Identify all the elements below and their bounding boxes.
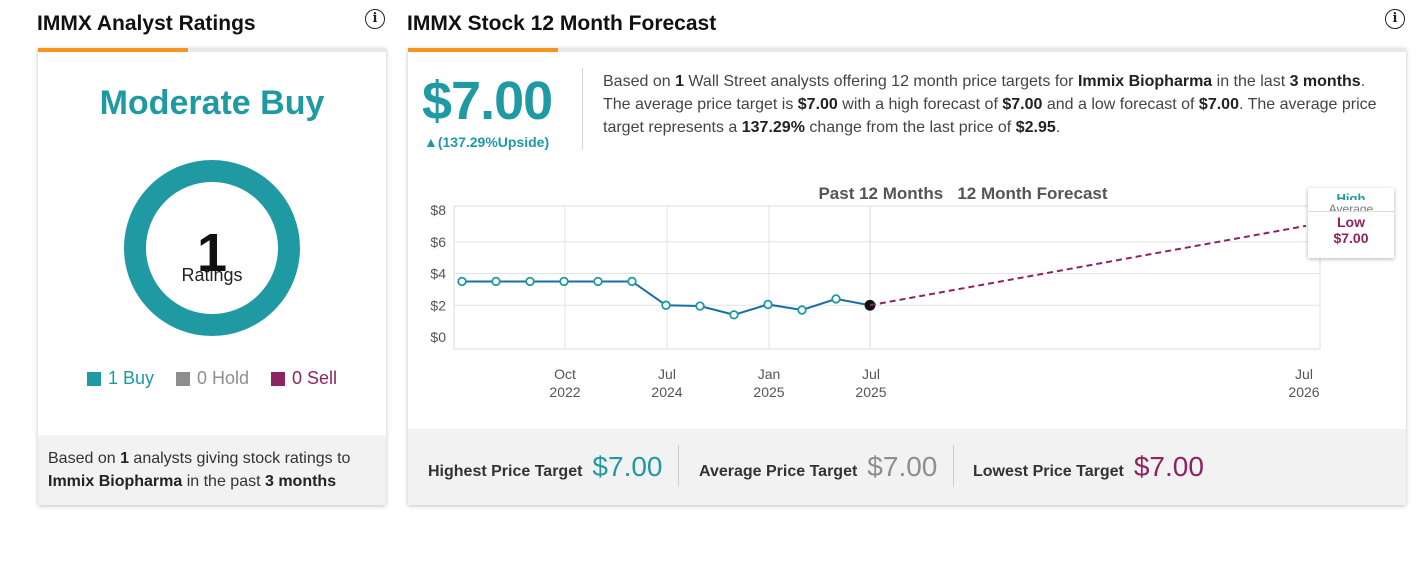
price-forecast-chart: Past 12 Months 12 Month Forecast $8 $6 $4 $… — [430, 184, 1321, 400]
price-point — [763, 299, 773, 310]
highest-target-label: Highest Price Target — [428, 463, 583, 480]
consensus-rating: Moderate Buy — [99, 84, 325, 122]
tooltip-low-value: $7.00 — [1333, 230, 1369, 246]
y-tick-label: $0 — [430, 329, 446, 345]
legend-hold-label: 0 Hold — [196, 368, 250, 388]
footer-text: Based on — [48, 450, 121, 467]
lowest-target-label: Lowest Price Target — [973, 463, 1124, 480]
info-icon[interactable]: i — [365, 9, 385, 29]
x-tick-label: Jul — [658, 366, 676, 382]
price-point — [695, 301, 705, 311]
y-tick-label: $6 — [430, 234, 446, 250]
analyst-ratings-card: Moderate Buy 1 Ratings 1 Buy 0 Hold 0 Se… — [38, 48, 386, 505]
legend-sell-label: 0 Sell — [292, 368, 338, 388]
x-tick-label: 2025 — [753, 384, 784, 400]
x-tick-label: Jan — [758, 366, 781, 382]
x-tick-label: 2026 — [1288, 384, 1319, 400]
ratings-donut: 1 Ratings — [124, 160, 300, 336]
forecast-title: IMMX Stock 12 Month Forecast — [407, 12, 717, 35]
x-tick-label: Jul — [1295, 366, 1313, 382]
footer-period: 3 months — [264, 473, 337, 490]
ratings-footer: Based on 1 analysts giving stock ratings… — [38, 435, 386, 505]
average-price-target: $7.00 — [422, 71, 553, 131]
y-tick-label: $8 — [430, 202, 446, 218]
legend-buy: 1 Buy — [86, 368, 154, 389]
price-point — [627, 276, 637, 287]
lowest-target: Lowest Price Target $7.00 — [973, 451, 1204, 483]
highest-target: Highest Price Target $7.00 — [428, 451, 663, 483]
average-target: Average Price Target $7.00 — [699, 451, 937, 483]
x-tick-label: 2025 — [855, 384, 886, 400]
footer-analyst-count: 1 — [120, 450, 129, 467]
lowest-target-value: $7.00 — [1133, 451, 1204, 482]
price-point — [525, 276, 535, 287]
footer-text: analysts giving stock ratings to — [128, 450, 351, 467]
chart-frame — [453, 205, 1321, 350]
y-tick-label: $2 — [430, 297, 446, 313]
average-target-label: Average Price Target — [699, 463, 858, 480]
chart-title: Past 12 Months 12 Month Forecast — [818, 184, 1107, 203]
price-point — [491, 276, 501, 287]
highest-target-value: $7.00 — [592, 451, 663, 482]
tooltip-high: High — [1336, 191, 1366, 200]
header-divider — [582, 68, 583, 150]
price-targets-bar: Highest Price Target $7.00 Average Price… — [408, 429, 1406, 505]
tooltip-average: Average — [1328, 202, 1374, 211]
ratings-legend: 1 Buy 0 Hold 0 Sell — [38, 368, 386, 389]
legend-sell: 0 Sell — [271, 368, 337, 389]
card-top-bar — [38, 48, 386, 52]
price-point — [831, 294, 841, 304]
info-icon[interactable]: i — [1385, 9, 1405, 29]
price-point — [661, 300, 671, 310]
footer-text: in the past — [182, 473, 265, 490]
x-tick-label: Oct — [554, 366, 576, 382]
footer-company: Immix Biopharma — [48, 473, 183, 490]
forecast-line — [869, 224, 1307, 307]
price-point — [729, 310, 739, 320]
ratings-count: 1 — [197, 223, 227, 283]
analyst-ratings-title: IMMX Analyst Ratings — [37, 12, 256, 35]
forecast-tooltip: High Average Low $7.00 — [1308, 188, 1394, 258]
target-divider — [953, 445, 954, 487]
legend-hold: 0 Hold — [175, 368, 250, 389]
price-point — [593, 276, 603, 287]
target-divider — [678, 445, 679, 487]
ratings-count-label: Ratings — [181, 265, 242, 285]
upside-percentage: ▲(137.29%Upside) — [424, 134, 550, 150]
forecast-card: $7.00 ▲(137.29%Upside) Based on 1 Wall S… — [408, 48, 1406, 505]
price-point — [797, 305, 807, 315]
price-point — [559, 276, 569, 287]
donut-ring — [124, 160, 300, 336]
card-top-bar — [408, 48, 1406, 52]
price-point — [457, 276, 467, 287]
x-tick-label: 2022 — [549, 384, 580, 400]
x-tick-label: Jul — [862, 366, 880, 382]
y-tick-label: $4 — [430, 266, 446, 282]
legend-buy-label: 1 Buy — [107, 368, 154, 388]
forecast-description: Based on 1 Wall Street analysts offering… — [603, 73, 1377, 136]
average-target-value: $7.00 — [867, 451, 938, 482]
tooltip-low: Low — [1308, 211, 1394, 230]
x-tick-label: 2024 — [651, 384, 682, 400]
